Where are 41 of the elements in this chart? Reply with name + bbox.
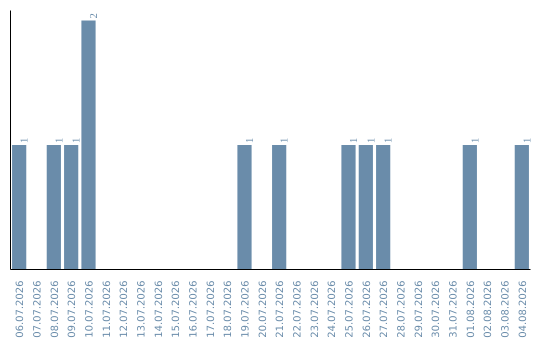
data-label: 1 [384, 138, 395, 143]
x-tick-label: 18.07.2026 [223, 280, 234, 338]
x-tick-label: 11.07.2026 [102, 280, 113, 338]
x-tick-label: 13.07.2026 [136, 280, 148, 338]
data-label: 1 [470, 138, 482, 143]
x-tick-label: 29.07.2026 [414, 280, 425, 338]
x-tick-label: 16.07.2026 [188, 280, 200, 338]
data-label: 1 [72, 138, 83, 143]
data-label: 1 [280, 138, 291, 143]
x-tick-label: 26.07.2026 [362, 280, 373, 338]
data-label: 1 [522, 138, 534, 143]
x-tick-label: 06.07.2026 [15, 280, 26, 338]
x-tick-label: 04.08.2026 [518, 280, 529, 338]
x-tick-label: 17.07.2026 [206, 280, 217, 338]
data-label: 1 [245, 138, 256, 143]
data-label: 1 [54, 138, 66, 143]
x-tick-label: 19.07.2026 [240, 280, 252, 338]
x-tick-label: 30.07.2026 [431, 280, 442, 338]
x-tick-label: 31.07.2026 [448, 280, 460, 338]
x-tick-label: 10.07.2026 [84, 280, 96, 338]
data-label: 1 [20, 138, 31, 143]
x-tick-label: 22.07.2026 [292, 280, 304, 338]
x-tick-label: 08.07.2026 [50, 280, 61, 338]
x-tick-label: 28.07.2026 [396, 280, 408, 338]
x-tick-label: 20.07.2026 [258, 280, 269, 338]
x-tick-label: 23.07.2026 [310, 280, 321, 338]
x-tick-label: 21.07.2026 [275, 280, 286, 338]
data-label: 1 [366, 138, 378, 143]
x-tick-label: 09.07.2026 [67, 280, 78, 338]
x-tick-label: 24.07.2026 [327, 280, 338, 338]
x-tick-label: 27.07.2026 [379, 280, 390, 338]
data-label: 1 [349, 138, 360, 143]
x-tick-label: 12.07.2026 [119, 280, 130, 338]
x-tick-label: 25.07.2026 [344, 280, 356, 338]
x-tick-label: 03.08.2026 [500, 280, 512, 338]
x-tick-label: 14.07.2026 [154, 280, 165, 338]
x-tick-label: 02.08.2026 [483, 280, 494, 338]
x-tick-label: 07.07.2026 [32, 280, 44, 338]
x-tick-label: 15.07.2026 [171, 280, 182, 338]
data-label: 2 [89, 13, 100, 18]
x-tick-label: 01.08.2026 [466, 280, 477, 338]
